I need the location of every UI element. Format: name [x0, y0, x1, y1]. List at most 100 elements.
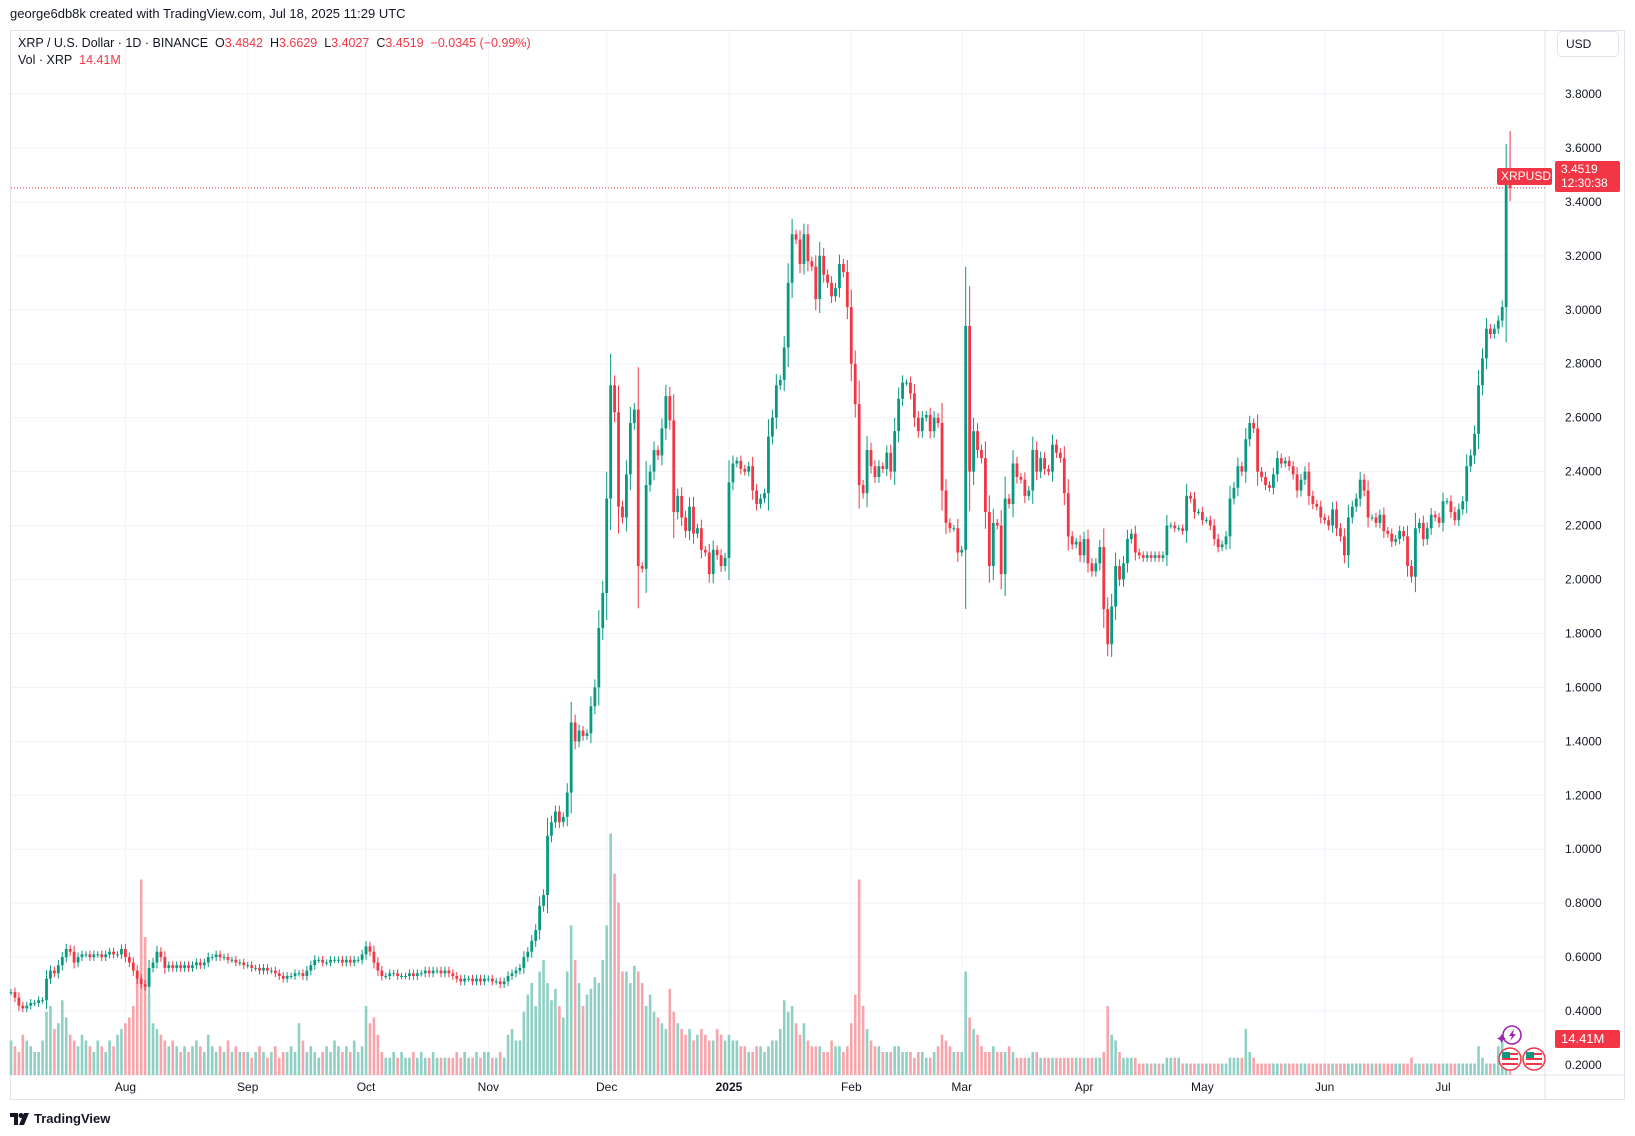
volume-bar	[250, 1057, 253, 1075]
candle-body	[980, 450, 983, 459]
volume-bar	[1193, 1063, 1196, 1075]
volume-bar	[317, 1057, 321, 1075]
us-flag-event-icon[interactable]	[1498, 1047, 1546, 1071]
volume-bar	[1055, 1057, 1058, 1075]
candle-body	[1319, 506, 1323, 518]
candle-body	[1129, 533, 1133, 540]
volume-bar	[88, 1046, 92, 1075]
volume-bar	[510, 1029, 514, 1075]
volume-bar	[609, 833, 612, 1075]
volume-bar	[696, 1034, 699, 1075]
volume-bar	[479, 1057, 482, 1075]
candle-body	[1275, 458, 1279, 475]
volume-bar	[483, 1052, 486, 1075]
volume-bar	[1394, 1063, 1397, 1075]
time-axis-label: Aug	[115, 1080, 136, 1094]
volume-bar	[1205, 1063, 1208, 1075]
price-axis-label: 1.4000	[1565, 734, 1602, 748]
chart-frame	[10, 30, 1625, 1100]
volume-bar	[558, 1006, 561, 1075]
volume-bar	[909, 1052, 912, 1075]
volume-bar	[348, 1052, 352, 1075]
volume-bar	[1149, 1063, 1153, 1075]
volume-bar	[1228, 1057, 1232, 1075]
candle-body	[968, 325, 972, 472]
volume-bar	[293, 1052, 297, 1075]
candle-body	[226, 957, 230, 960]
volume-bar	[767, 1046, 770, 1075]
volume-bar	[159, 1034, 163, 1075]
candle-body	[502, 981, 506, 985]
candle-body	[1473, 433, 1476, 456]
candle-body	[609, 385, 613, 499]
currency-button[interactable]: USD	[1557, 31, 1619, 57]
candle-body	[1268, 485, 1271, 488]
candle-body	[798, 239, 802, 264]
candle-body	[1441, 501, 1445, 523]
time-axis-label: Jun	[1315, 1080, 1334, 1094]
candle-body	[964, 325, 968, 550]
volume-bar	[700, 1029, 703, 1075]
volume-bar	[1291, 1063, 1295, 1075]
volume-bar	[790, 1006, 794, 1075]
volume-bar	[877, 1046, 881, 1075]
candle-body	[1307, 471, 1311, 496]
candle-body	[984, 458, 987, 513]
candle-body	[431, 970, 435, 974]
volume-bar	[731, 1040, 735, 1075]
candle-body	[699, 528, 703, 550]
volume-bar	[1319, 1063, 1323, 1075]
candle-body	[88, 954, 92, 958]
candle-body	[1272, 474, 1275, 488]
volume-bar	[759, 1046, 762, 1075]
candle-body	[841, 263, 845, 273]
volume-bar	[368, 1023, 372, 1075]
candle-body	[1283, 460, 1287, 464]
time-axis-label: Apr	[1075, 1080, 1094, 1094]
lightning-event-icon[interactable]	[1495, 1024, 1525, 1048]
candle-body	[1260, 471, 1263, 478]
volume-bar	[238, 1052, 242, 1075]
candle-body	[786, 282, 790, 348]
candle-body	[814, 266, 818, 299]
volume-bar	[274, 1046, 277, 1075]
candle-body	[569, 722, 573, 793]
volume-bar	[743, 1046, 747, 1075]
candle-body	[703, 549, 707, 553]
symbol-title[interactable]: XRP / U.S. Dollar · 1D · BINANCE	[18, 36, 209, 50]
volume-bar	[1370, 1063, 1374, 1075]
volume-bar	[1252, 1057, 1255, 1075]
tradingview-logo[interactable]: TradingView	[10, 1111, 110, 1126]
volume-bar	[9, 1040, 13, 1075]
candle-body	[333, 959, 336, 961]
candle-body	[1185, 495, 1189, 531]
candle-body	[246, 965, 250, 967]
candle-body	[108, 951, 112, 955]
candle-body	[1433, 514, 1437, 518]
volume-bar	[1437, 1063, 1441, 1075]
volume-bar	[1015, 1057, 1019, 1075]
candle-body	[116, 954, 119, 956]
candle-body	[234, 959, 238, 963]
candle-body	[179, 965, 183, 968]
candle-body	[124, 949, 127, 958]
low-label: L	[324, 36, 332, 50]
candle-body	[944, 490, 948, 523]
volume-bar	[1481, 1057, 1484, 1075]
candle-body	[305, 970, 309, 976]
volume-bar	[1343, 1063, 1346, 1075]
us-flag-event-icons[interactable]	[1498, 1046, 1550, 1072]
volume-bar	[203, 1052, 206, 1075]
candle-body	[1074, 541, 1078, 545]
candle-body	[881, 466, 885, 469]
volume-bar	[514, 1040, 518, 1075]
volume-label[interactable]: Vol · XRP	[18, 53, 73, 67]
volume-bar	[778, 1029, 782, 1075]
candle-body	[668, 396, 672, 421]
volume-bar	[901, 1052, 904, 1075]
candle-body	[52, 970, 56, 974]
volume-bar	[763, 1052, 766, 1075]
volume-bar	[1339, 1063, 1342, 1075]
volume-bar	[1402, 1063, 1405, 1075]
